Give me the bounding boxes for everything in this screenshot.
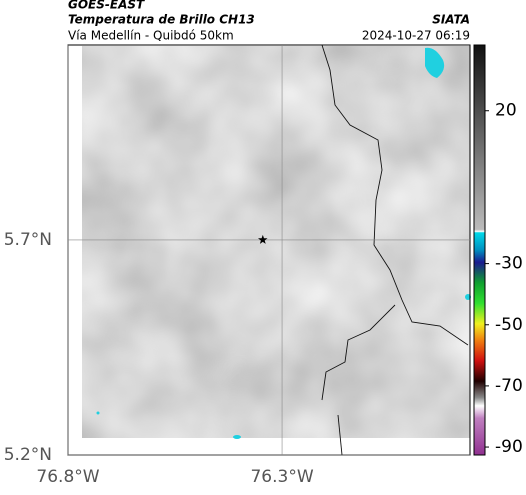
cold-cloud (425, 47, 445, 78)
title: Temperatura de Brillo CH13 (68, 13, 255, 27)
colorbar-label: -50 (495, 315, 523, 335)
colorbar-label: -90 (495, 437, 523, 457)
timestamp: 2024-10-27 06:19 (362, 29, 470, 43)
cold-cloud (96, 411, 100, 415)
source: GOES-EAST (68, 0, 145, 12)
satellite-image (82, 46, 470, 438)
colorbar-label: -30 (495, 254, 523, 274)
brand: SIATA (432, 13, 470, 27)
subtitle: Vía Medellín - Quibdó 50km (68, 29, 234, 43)
colorbar-label: -70 (495, 376, 523, 396)
x-tick-label: 76.3°W (250, 467, 313, 487)
x-tick-label: 76.8°W (36, 467, 99, 487)
location-marker (258, 234, 268, 244)
cold-cloud (233, 435, 241, 439)
borders (321, 44, 469, 456)
y-tick-label: 5.2°N (4, 445, 52, 465)
colorbar (473, 44, 486, 456)
y-tick-label: 5.7°N (4, 230, 52, 250)
colorbar-label: 20 (495, 101, 517, 121)
